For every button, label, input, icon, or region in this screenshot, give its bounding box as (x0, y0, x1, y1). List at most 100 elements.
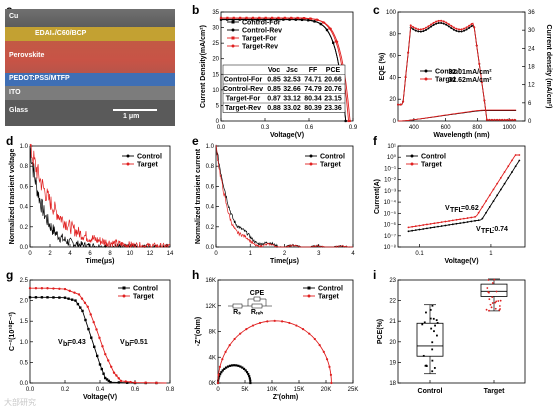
ms-ytick-label: 1.0 (20, 340, 29, 346)
jv-ytick-label: 20 (212, 57, 219, 63)
ms-series-point (52, 287, 55, 290)
jv-series-point (316, 18, 319, 22)
nyq-series-point (248, 375, 251, 378)
eqe-eqe-point (480, 81, 483, 84)
nyq-series-point (241, 366, 244, 369)
eqe-xtick-label: 400 (409, 125, 420, 131)
tpc-ytick-label: 0.2 (206, 225, 215, 231)
ms-legend-marker (122, 286, 126, 290)
sem-scale-label: 1 μm (123, 113, 140, 120)
nyq-circuit-rs (232, 303, 243, 309)
sem-label-pedot: PEDOT:PSS/MTFP (9, 75, 70, 82)
jv-table-header: Voc (268, 67, 280, 74)
sclc-annotation-control-sub: TFL (481, 228, 495, 235)
sclc-series-point (440, 221, 443, 224)
pce-data-point (429, 317, 432, 320)
sem-perovskite-layer (5, 41, 175, 73)
jv-legend-text: Control-For (242, 20, 281, 27)
pce-data-point (431, 348, 434, 351)
sem-image: Cu EDAI₂/C60/BCP Perovskite PEDOT:PSS/MT… (5, 9, 175, 126)
ms-annotation-target: V (120, 339, 125, 346)
sclc-series-point (481, 217, 484, 220)
ms-series-point (95, 328, 98, 331)
nyq-series-line-1 (217, 320, 332, 384)
ms-series-point (40, 296, 44, 299)
pce-data-point (422, 354, 425, 357)
jv-legend-text: Target-Rev (242, 44, 278, 51)
panel-label-h: h (192, 268, 200, 282)
jv-series-point (313, 19, 316, 23)
jv-table-cell: 23.15 (324, 96, 342, 103)
sclc-series-point (418, 224, 421, 227)
ms-ylabel: C⁻²(10¹⁰F⁻²) (8, 312, 16, 351)
sclc-ytick-label: 10⁰ (387, 154, 397, 161)
nyq-series-point (281, 320, 284, 323)
eqe-eqe-point (503, 118, 506, 121)
nyq-series-point (230, 364, 234, 367)
nyq-series-point (220, 371, 223, 374)
sclc-series-point (496, 194, 499, 197)
eqe-eqe-point (445, 23, 448, 26)
jv-series-point (232, 17, 236, 20)
jv-table-cell: 32.53 (283, 77, 301, 84)
ms-series-point (117, 377, 120, 380)
ms-series-point (68, 289, 71, 293)
nyq-series-point (273, 319, 276, 322)
ms-ytick-label: 2.5 (20, 278, 29, 284)
pce-data-point (488, 298, 491, 301)
eqe-ytick-label: 60 (389, 54, 396, 60)
sclc-annotation-control: V (476, 226, 481, 233)
nyq-series-point (248, 377, 251, 380)
jv-series-point (347, 119, 350, 123)
eqe-eqe-point (447, 23, 450, 26)
tpv-xtick-label: 14 (167, 251, 174, 257)
tpv-ytick-label: 0.6 (20, 184, 29, 190)
ms-series-point (119, 379, 123, 383)
nyq-xtick-label: 25K (348, 387, 359, 393)
sclc-series-point (455, 218, 458, 221)
jv-series-point (271, 17, 274, 20)
jv-legend-marker (231, 36, 235, 40)
eqe-eqe-point (490, 118, 493, 121)
sclc-ytick-label: 10⁻⁸ (384, 244, 397, 251)
eqe-eqe-point (409, 24, 412, 27)
sclc-series-point (466, 217, 469, 219)
sclc-series-point (511, 171, 513, 173)
tpc-legend-text: Control (320, 154, 345, 161)
eqe-legend-marker (424, 77, 428, 81)
pce-data-point (425, 365, 428, 367)
sclc-series-point (433, 226, 436, 229)
eqe-eqe-point (450, 24, 453, 27)
tpc-legend-marker (309, 162, 313, 166)
sclc-ytick-label: 10⁻⁶ (384, 222, 397, 229)
sclc-series-point (477, 219, 480, 222)
pce-data-point (491, 302, 494, 304)
tpv-legend-marker (126, 154, 130, 158)
jv-series-point (325, 28, 329, 31)
jv-xtick-label: 0.3 (261, 125, 270, 131)
sclc-series-point (444, 224, 447, 227)
tpv-xlabel: Time(μs) (85, 258, 114, 265)
ms-series-point (83, 301, 87, 305)
ms-series-point (63, 296, 67, 299)
sclc-series-point (503, 171, 506, 173)
eqe-eqe-point (437, 22, 440, 25)
eqe-eqe-point (424, 28, 427, 31)
pce-xtick-label: Control (418, 388, 443, 395)
nyq-series-point (225, 366, 228, 369)
jv-ylabel: Current Density(mA/cm²) (200, 25, 207, 108)
eqe-eqe-point (427, 27, 430, 30)
tpc-ytick-label: 0.4 (206, 205, 215, 211)
eqe-eqe-point (399, 103, 402, 106)
eqe-eqe-point (422, 30, 425, 33)
ms-xlabel: Voltage(V) (83, 394, 117, 401)
ms-series-point (46, 296, 49, 299)
ms-series-point (98, 363, 102, 366)
eqe-xtick-label: 800 (472, 125, 483, 131)
tpc-ytick-label: 1.0 (206, 144, 215, 150)
eqe-eqe-point (501, 118, 504, 121)
ms-ytick-label: 2.0 (20, 299, 29, 305)
sclc-legend-marker (410, 162, 414, 166)
sclc-series-point (459, 222, 462, 225)
ms-series-point (109, 380, 112, 384)
